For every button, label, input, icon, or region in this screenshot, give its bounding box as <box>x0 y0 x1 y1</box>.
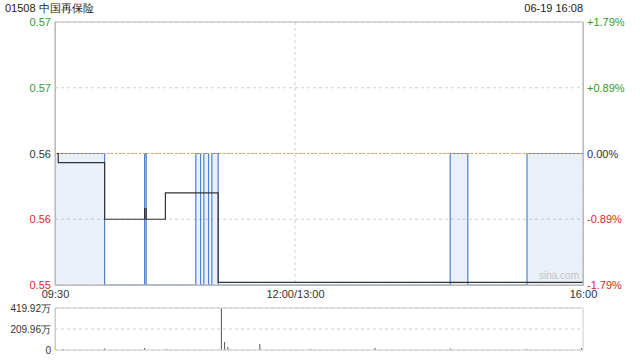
watermark: sina.com <box>539 270 579 281</box>
volume-area <box>55 308 582 350</box>
volume-tick: 209.96万 <box>10 324 55 335</box>
y-tick-label: 0.57 <box>30 16 51 28</box>
y-axis-line <box>55 23 56 286</box>
volume-axis: 419.92万 209.96万 0 <box>10 303 55 356</box>
x-tick: 09:30 <box>42 285 70 300</box>
volume-bar <box>259 344 260 350</box>
y-grid-line <box>55 153 583 154</box>
volume-bar <box>221 308 222 350</box>
volume-tick-label: 0 <box>45 345 51 356</box>
x-tick: 12:00/13:00 <box>266 285 324 300</box>
subtitle: 06-19 16:08 <box>524 2 583 14</box>
volume-grid-line <box>55 329 583 330</box>
volume-grid <box>55 308 583 350</box>
volume-bar <box>224 342 225 350</box>
y2-tick: 0.00% <box>583 148 618 160</box>
price-line <box>55 154 583 286</box>
y2-tick-label: -0.89% <box>587 213 622 225</box>
x-axis-line <box>56 285 584 286</box>
y-axis: 0.570.570.560.560.55 <box>30 16 56 291</box>
x-tick-label: 16:00 <box>570 288 598 300</box>
y2-tick: -0.89% <box>583 213 622 225</box>
y-tick: 0.56 <box>30 213 55 225</box>
y-tick: 0.57 <box>30 82 55 94</box>
y-tick-label: 0.57 <box>30 82 51 94</box>
volume-frame <box>55 308 583 350</box>
prev-close-line <box>55 153 583 154</box>
price-area <box>55 154 583 286</box>
volume-tick-label: 209.96万 <box>10 324 51 335</box>
title: 01508 中国再保险 <box>5 2 94 14</box>
y2-tick-label: 0.00% <box>587 148 618 160</box>
average-line <box>55 154 583 283</box>
volume-tick-label: 419.92万 <box>10 303 51 314</box>
y2-axis: +1.79%+0.89%0.00%-0.89%-1.79% <box>583 16 625 291</box>
plot-area <box>55 154 583 286</box>
volume-tick: 0 <box>45 345 55 356</box>
y2-tick-label: +0.89% <box>587 82 625 94</box>
y2-axis-line <box>583 23 584 286</box>
y-grid-line <box>55 87 583 88</box>
y-tick-label: 0.56 <box>30 213 51 225</box>
x-tick-label: 12:00/13:00 <box>266 288 324 300</box>
grid <box>55 22 583 285</box>
x-tick: 16:00 <box>570 285 598 300</box>
x-axis: 09:30 12:00/13:00 16:00 <box>42 285 598 300</box>
y2-tick-label: +1.79% <box>587 16 625 28</box>
plot-frame <box>55 22 583 285</box>
volume-axis-line <box>55 309 56 351</box>
y-tick: 0.56 <box>30 148 55 160</box>
y-tick: 0.57 <box>30 16 55 28</box>
y-tick-label: 0.56 <box>30 148 51 160</box>
y2-tick: +1.79% <box>583 16 625 28</box>
x-tick-label: 09:30 <box>42 288 70 300</box>
y2-tick: +0.89% <box>583 82 625 94</box>
volume-tick: 419.92万 <box>10 303 55 314</box>
chart: 01508 中国再保险 06-19 16:08 sina.com 0.57 0.57 0.… <box>0 0 640 360</box>
